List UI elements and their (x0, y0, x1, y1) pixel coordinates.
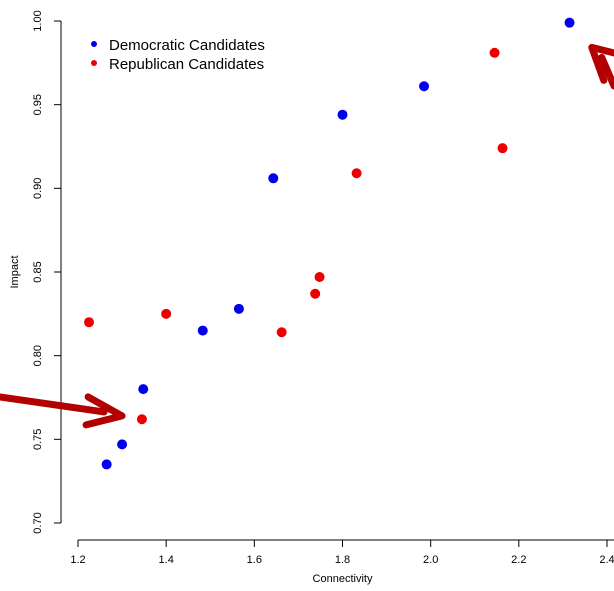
data-point (497, 143, 508, 154)
legend-label: Democratic Candidates (109, 37, 265, 54)
data-point (84, 317, 95, 328)
data-point (337, 109, 348, 120)
legend-marker (91, 41, 97, 47)
y-tick-label: 0.85 (32, 261, 44, 282)
x-tick-label: 2.0 (423, 554, 438, 566)
data-point (197, 325, 208, 336)
legend-marker (91, 60, 97, 66)
x-tick-label: 1.2 (70, 554, 85, 566)
data-point (314, 272, 325, 283)
series-0 (101, 17, 575, 470)
data-point (268, 173, 279, 184)
data-point (310, 288, 321, 299)
x-tick-label: 2.4 (599, 554, 614, 566)
data-point (161, 308, 172, 319)
data-point (117, 439, 128, 450)
data-point (419, 81, 430, 92)
arrow-shaft (598, 53, 614, 90)
x-tick-label: 1.6 (247, 554, 262, 566)
y-tick-label: 0.70 (32, 512, 44, 533)
y-tick-label: 0.80 (32, 345, 44, 366)
data-point (489, 47, 500, 58)
annotations (0, 43, 614, 429)
x-tick-label: 1.4 (159, 554, 174, 566)
y-tick-label: 0.95 (32, 94, 44, 115)
y-tick-label: 1.00 (32, 10, 44, 31)
data-point (136, 414, 147, 425)
y-tick-label: 0.75 (32, 429, 44, 450)
data-point (101, 459, 112, 470)
arrow-shaft (0, 393, 108, 416)
data-point (233, 303, 244, 314)
y-tick-label: 0.90 (32, 178, 44, 199)
x-tick-label: 1.8 (335, 554, 350, 566)
arrow-head (82, 393, 126, 429)
x-axis-title: Connectivity (313, 573, 373, 585)
y-axis-title: Impact (9, 255, 21, 288)
data-point (351, 168, 362, 179)
data-point (564, 17, 575, 28)
data-point (138, 384, 149, 395)
legend-label: Republican Candidates (109, 56, 264, 73)
axes: 1.2 1.4 1.6 1.8 2.0 2.2 2.4 0.70 0.75 0.80 0.85 0.9… (9, 10, 614, 585)
x-tick-label: 2.2 (511, 554, 526, 566)
legend: Democratic Candidates Republican Candidat… (91, 37, 265, 73)
data-points (84, 17, 575, 470)
series-1 (84, 47, 508, 425)
data-point (276, 327, 287, 338)
arrow-head (588, 43, 614, 84)
